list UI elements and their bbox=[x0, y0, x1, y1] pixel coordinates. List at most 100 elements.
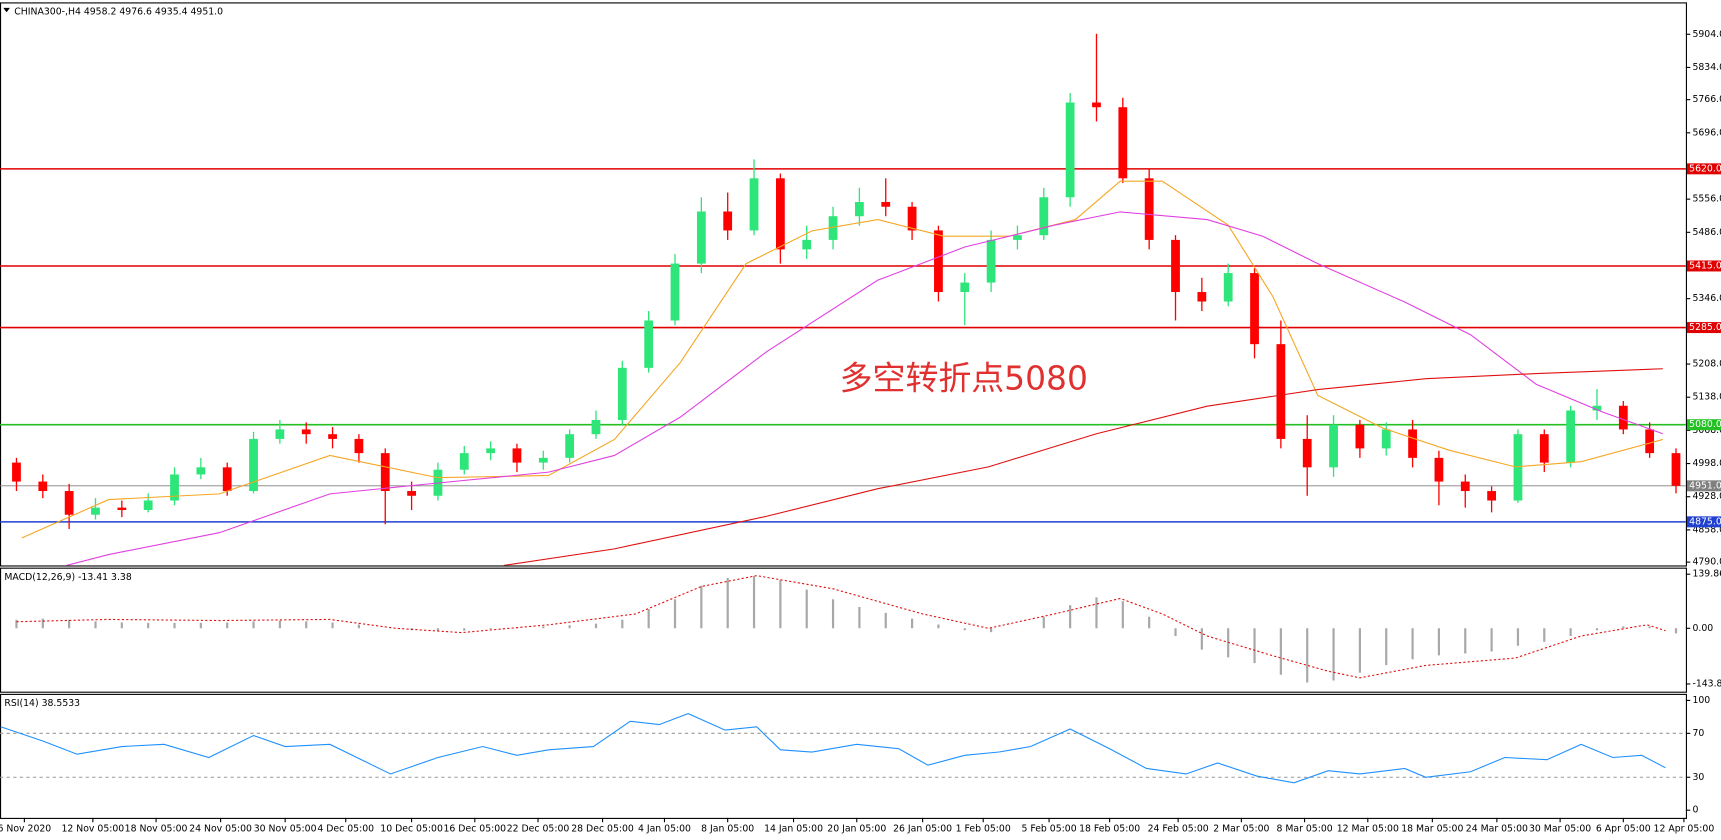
panel-plot bbox=[0, 713, 1686, 784]
x-tick-label: 6 Nov 2020 bbox=[0, 823, 51, 834]
candle-body bbox=[802, 239, 812, 250]
candle-body bbox=[1065, 102, 1075, 198]
y-tick-label: 70 bbox=[1692, 728, 1704, 739]
level-label: 5080.0 bbox=[1689, 419, 1721, 430]
x-tick-label: 1 Feb 05:00 bbox=[956, 823, 1011, 834]
y-tick-label: 5904.0 bbox=[1692, 29, 1721, 40]
x-tick-label: 24 Nov 05:00 bbox=[189, 823, 252, 834]
candle-body bbox=[855, 202, 864, 217]
candle-body bbox=[1355, 424, 1365, 449]
x-tick-label: 22 Dec 05:00 bbox=[507, 823, 570, 834]
y-tick-label: 5766.0 bbox=[1692, 94, 1721, 105]
x-tick-label: 12 Mar 05:00 bbox=[1337, 823, 1399, 834]
x-tick-label: 20 Jan 05:00 bbox=[827, 823, 886, 834]
x-tick-label: 18 Mar 05:00 bbox=[1401, 823, 1463, 834]
candle-body bbox=[749, 178, 759, 231]
candle-body bbox=[565, 434, 575, 458]
candle-body bbox=[1671, 453, 1681, 486]
candle-body bbox=[1408, 429, 1417, 458]
level-label: 5285.0 bbox=[1689, 322, 1721, 333]
candle-body bbox=[380, 453, 390, 492]
panel-title: RSI(14) 38.5533 bbox=[4, 698, 80, 709]
level-label-bg bbox=[1686, 419, 1721, 431]
candle-body bbox=[775, 178, 785, 250]
candle-body bbox=[1645, 429, 1655, 454]
x-tick-label: 8 Jan 05:00 bbox=[701, 823, 754, 834]
y-tick-label: 100 bbox=[1692, 695, 1710, 706]
candle-body bbox=[828, 216, 838, 240]
candle-body bbox=[723, 211, 733, 231]
y-tick-label: -143.82 bbox=[1692, 678, 1721, 689]
panel-plot bbox=[0, 33, 1686, 566]
candle-body bbox=[459, 453, 469, 470]
level-label: 4951.0 bbox=[1689, 480, 1721, 491]
y-tick-label: 5208.0 bbox=[1692, 359, 1721, 370]
candle-body bbox=[1460, 481, 1470, 492]
x-tick-label: 30 Nov 05:00 bbox=[254, 823, 317, 834]
candle-body bbox=[1039, 197, 1049, 236]
candle-body bbox=[1618, 405, 1628, 430]
x-tick-label: 16 Dec 05:00 bbox=[443, 823, 506, 834]
level-label: 5415.0 bbox=[1689, 260, 1721, 271]
y-tick-label: 5556.0 bbox=[1692, 194, 1721, 205]
x-tick-label: 30 Mar 05:00 bbox=[1529, 823, 1591, 834]
y-tick-label: 4998.0 bbox=[1692, 458, 1721, 469]
x-tick-label: 12 Nov 05:00 bbox=[61, 823, 124, 834]
candle-body bbox=[1171, 239, 1180, 293]
candle-body bbox=[1250, 273, 1259, 345]
x-tick-label: 10 Dec 05:00 bbox=[380, 823, 443, 834]
candle-body bbox=[486, 448, 496, 454]
panel-plot bbox=[15, 575, 1678, 683]
panel-title: MACD(12,26,9) -13.41 3.38 bbox=[4, 572, 131, 583]
candle-body bbox=[617, 367, 627, 420]
rsi-panel-frame bbox=[0, 693, 1687, 819]
series-line bbox=[16, 575, 1666, 679]
x-tick-label: 4 Dec 05:00 bbox=[317, 823, 374, 834]
candle-body bbox=[1539, 434, 1549, 463]
level-label-bg bbox=[1686, 322, 1721, 334]
candle-body bbox=[934, 230, 943, 293]
y-tick-label: 4928.0 bbox=[1692, 491, 1721, 502]
x-tick-label: 24 Mar 05:00 bbox=[1466, 823, 1528, 834]
level-label: 5620.0 bbox=[1689, 163, 1721, 174]
level-label-bg bbox=[1686, 163, 1721, 175]
candle-body bbox=[1513, 434, 1523, 501]
macd-panel-frame bbox=[0, 567, 1687, 693]
x-tick-label: 8 Mar 05:00 bbox=[1276, 823, 1332, 834]
level-label: 4875.0 bbox=[1689, 516, 1721, 527]
plot-layer: CHINA300-,H4 4958.2 4976.6 4935.4 4951.0… bbox=[0, 7, 1721, 834]
y-tick-label: 0.00 bbox=[1692, 623, 1713, 634]
series-line bbox=[503, 368, 1663, 566]
candle-body bbox=[91, 507, 100, 515]
x-tick-label: 18 Feb 05:00 bbox=[1079, 823, 1140, 834]
candle-body bbox=[354, 438, 364, 454]
y-tick-label: 5486.0 bbox=[1692, 227, 1721, 238]
x-tick-label: 4 Jan 05:00 bbox=[638, 823, 691, 834]
candle-body bbox=[328, 434, 337, 439]
candle-body bbox=[196, 467, 206, 475]
candle-body bbox=[1144, 178, 1154, 240]
y-tick-label: 139.86 bbox=[1692, 569, 1721, 580]
candle-body bbox=[117, 507, 127, 510]
x-tick-label: 14 Jan 05:00 bbox=[764, 823, 823, 834]
x-tick-label: 6 Apr 05:00 bbox=[1596, 823, 1651, 834]
candle-body bbox=[881, 202, 891, 207]
candle-body bbox=[512, 448, 522, 463]
x-tick-label: 12 Apr 05:00 bbox=[1654, 823, 1715, 834]
candle-body bbox=[170, 474, 179, 501]
y-tick-label: 4790.0 bbox=[1692, 557, 1721, 568]
y-tick-label: 0 bbox=[1692, 805, 1698, 816]
candle-body bbox=[696, 211, 706, 264]
candle-body bbox=[275, 429, 285, 439]
level-label-bg bbox=[1686, 516, 1721, 528]
main-panel-frame bbox=[0, 2, 1687, 567]
candle-body bbox=[670, 263, 680, 321]
series-line bbox=[66, 211, 1664, 566]
candle-body bbox=[1434, 457, 1444, 482]
x-tick-label: 24 Feb 05:00 bbox=[1148, 823, 1209, 834]
candle-body bbox=[1197, 292, 1207, 302]
candle-body bbox=[960, 282, 970, 293]
candle-body bbox=[591, 419, 601, 435]
